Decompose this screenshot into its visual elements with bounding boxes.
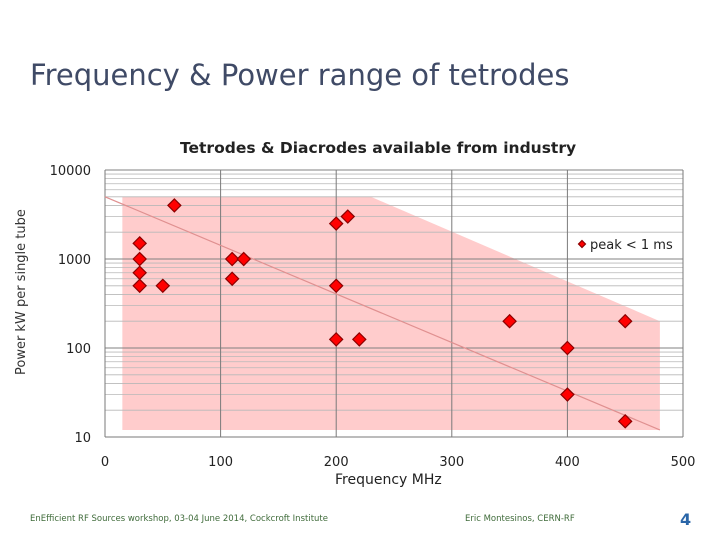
data-point bbox=[617, 413, 633, 429]
data-point bbox=[167, 198, 182, 213]
footer-author: Eric Montesinos, CERN-RF bbox=[465, 514, 575, 524]
data-point bbox=[132, 278, 148, 294]
y-tick-label: 100 bbox=[66, 342, 91, 357]
data-point bbox=[340, 209, 356, 224]
x-tick-label: 500 bbox=[671, 455, 696, 470]
annotation-layer: peak < 1 ms bbox=[577, 238, 673, 253]
tick-label-layer: 0 100 200 300 400 500 10 100 1000 10000 bbox=[50, 164, 696, 470]
peak-annotation: peak < 1 ms bbox=[590, 238, 673, 253]
x-axis-label: Frequency MHz bbox=[335, 472, 442, 488]
available-range-region bbox=[122, 196, 660, 430]
grid-layer bbox=[104, 169, 684, 438]
data-point bbox=[328, 332, 344, 347]
slide-title: Frequency & Power range of tetrodes bbox=[30, 58, 570, 92]
x-tick-label: 0 bbox=[101, 455, 109, 470]
data-point bbox=[328, 216, 344, 231]
y-axis-label: Power kW per single tube bbox=[14, 209, 29, 375]
data-point bbox=[328, 278, 344, 294]
data-point bbox=[132, 235, 148, 251]
data-point bbox=[560, 340, 575, 356]
chart-title: Tetrodes & Diacrodes available from indu… bbox=[180, 139, 577, 157]
data-point bbox=[351, 332, 367, 347]
footer-event: EnEfficient RF Sources workshop, 03-04 J… bbox=[30, 514, 328, 524]
y-tick-label: 1000 bbox=[58, 253, 91, 268]
data-point bbox=[155, 278, 171, 294]
x-tick-label: 300 bbox=[439, 455, 464, 470]
x-tick-label: 200 bbox=[324, 455, 349, 470]
x-tick-label: 400 bbox=[555, 455, 580, 470]
annotation-marker-icon bbox=[577, 239, 587, 249]
y-tick-label: 10000 bbox=[50, 164, 91, 179]
x-tick-label: 100 bbox=[208, 455, 233, 470]
y-tick-label: 10 bbox=[74, 431, 91, 446]
data-point bbox=[224, 271, 240, 287]
data-point bbox=[560, 387, 575, 402]
data-point-layer bbox=[132, 198, 633, 429]
data-point bbox=[502, 313, 517, 329]
shaded-range-layer bbox=[122, 196, 660, 430]
data-point bbox=[236, 251, 252, 267]
data-point bbox=[617, 313, 633, 329]
data-point bbox=[224, 251, 240, 267]
page-number: 4 bbox=[680, 510, 692, 529]
